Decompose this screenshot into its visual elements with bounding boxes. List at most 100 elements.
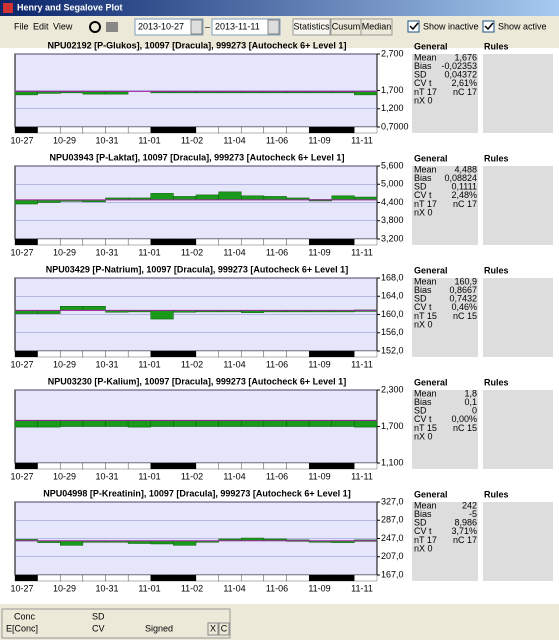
day-strip [331, 574, 355, 582]
stats-header: General [414, 265, 448, 275]
day-strip [173, 350, 197, 358]
y-tick-label: 327,0 [381, 496, 404, 506]
stat-value: 0,46% [451, 302, 477, 312]
day-strip [354, 462, 378, 470]
stat-value: 0,04372 [444, 70, 477, 80]
day-strip [354, 126, 378, 134]
x-tick-label: 11-04 [223, 247, 245, 257]
day-strip [331, 350, 355, 358]
stats-header: General [414, 41, 448, 51]
day-strip [218, 350, 242, 358]
bar [263, 196, 287, 201]
x-tick-label: 10-29 [53, 471, 76, 481]
stat-label: nX 0 [414, 431, 433, 441]
menu-item[interactable]: Edit [33, 21, 49, 31]
bar [218, 420, 242, 427]
toolbar-button[interactable] [292, 18, 331, 36]
day-strip [286, 350, 310, 358]
day-strip [127, 238, 151, 246]
day-strip [173, 574, 197, 582]
bar [60, 540, 84, 546]
bar [331, 195, 355, 201]
day-strip [195, 574, 219, 582]
stats-header: General [414, 153, 448, 163]
date-value: 2013-11-11 [215, 21, 260, 31]
rules-box [483, 502, 553, 581]
day-strip [331, 126, 355, 134]
x-tick-label: 10-29 [53, 583, 76, 593]
stat-label: CV t [414, 414, 432, 424]
stat-value: 1,676 [454, 52, 477, 62]
date-field[interactable] [211, 18, 281, 36]
stat-label: CV t [414, 526, 432, 536]
stat-label: nX 0 [414, 543, 433, 553]
dropdown-button[interactable] [190, 19, 203, 35]
stat-label: nT 15 [414, 311, 437, 321]
bar [150, 193, 174, 201]
day-strip [263, 462, 287, 470]
day-strip [105, 574, 129, 582]
day-strip [331, 462, 355, 470]
day-strip [60, 238, 84, 246]
status-bar [0, 606, 559, 640]
stat-label: SD [414, 70, 427, 80]
y-tick-label: 1,200 [381, 103, 404, 113]
x-tick-label: 10-29 [53, 135, 76, 145]
status-button[interactable] [207, 622, 219, 636]
x-tick-label: 10-31 [95, 135, 118, 145]
day-strip [331, 238, 355, 246]
x-tick-label: 10-27 [10, 471, 33, 481]
bar [150, 310, 174, 320]
day-strip [105, 462, 129, 470]
refresh-icon[interactable] [89, 21, 101, 33]
day-strip [150, 462, 174, 470]
date-field[interactable] [134, 18, 204, 36]
day-strip [14, 238, 38, 246]
y-tick-label: 207,0 [381, 551, 404, 561]
toolbar-button[interactable] [360, 18, 393, 36]
x-tick-label: 10-29 [53, 359, 76, 369]
date-separator: – [205, 21, 210, 31]
day-strip [173, 126, 197, 134]
bar [14, 199, 38, 205]
stat-label: nT 17 [414, 535, 437, 545]
stat-label: CV t [414, 302, 432, 312]
checkbox[interactable] [407, 20, 420, 33]
x-tick-label: 11-02 [181, 247, 203, 257]
y-tick-label: 5,600 [381, 160, 404, 170]
y-tick-label: 156,0 [381, 327, 404, 337]
day-strip [105, 126, 129, 134]
y-tick-label: 1,100 [381, 457, 404, 467]
menu-item[interactable]: View [53, 21, 73, 31]
rules-header: Rules [484, 153, 509, 163]
stat-label: nT 15 [414, 423, 437, 433]
stat-label: nX 0 [414, 319, 433, 329]
stat-label: Bias [414, 509, 432, 519]
dropdown-button[interactable] [267, 19, 280, 35]
day-strip [127, 126, 151, 134]
rules-box [483, 390, 553, 469]
stat-label: SD [414, 294, 427, 304]
x-tick-label: 11-06 [266, 583, 288, 593]
day-strip [218, 462, 242, 470]
y-tick-label: 4,400 [381, 197, 404, 207]
bar [173, 196, 197, 201]
day-strip [308, 462, 332, 470]
stat-value: 242 [462, 500, 477, 510]
x-tick-label: 11-09 [308, 135, 330, 145]
menu-item[interactable]: File [14, 21, 29, 31]
day-strip [286, 574, 310, 582]
day-strip [127, 462, 151, 470]
x-tick-label: 10-31 [95, 247, 118, 257]
print-icon[interactable] [106, 22, 118, 32]
day-strip [14, 126, 38, 134]
day-strip [218, 238, 242, 246]
bar [173, 420, 197, 427]
stat-label: SD [414, 518, 427, 528]
day-strip [173, 238, 197, 246]
stat-label: Bias [414, 285, 432, 295]
status-button[interactable] [218, 622, 230, 636]
checkbox[interactable] [482, 20, 495, 33]
day-strip [37, 462, 61, 470]
stat-value: 0,08824 [444, 173, 477, 183]
